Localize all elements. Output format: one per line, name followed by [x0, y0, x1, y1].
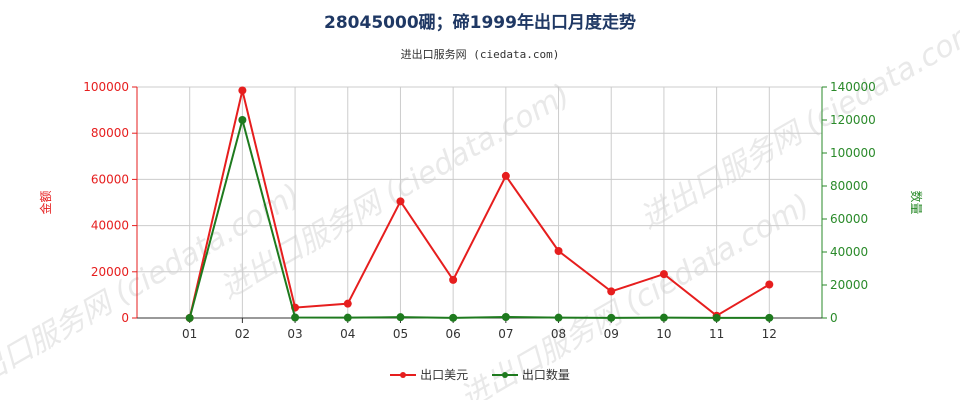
- legend: 出口美元 出口数量: [0, 366, 960, 383]
- x-tick-label: 05: [393, 327, 408, 341]
- data-point-export-qty: [501, 313, 510, 322]
- data-point-export-usd: [659, 270, 668, 279]
- left-tick-label: 60000: [91, 172, 129, 186]
- x-tick-label: 09: [604, 327, 619, 341]
- series-line-export-usd: [188, 90, 770, 319]
- data-point-export-usd: [765, 280, 774, 289]
- x-tick-label: 08: [551, 327, 566, 341]
- x-tick-label: 10: [656, 327, 671, 341]
- x-tick-label: 11: [709, 327, 724, 341]
- data-point-export-usd: [396, 197, 405, 206]
- chart-title: 28045000硼；碲1999年出口月度走势: [324, 13, 636, 33]
- grid-layer: [137, 86, 822, 319]
- x-tick-label: 06: [446, 327, 461, 341]
- left-tick-label: 100000: [83, 80, 129, 94]
- series-line-export-qty: [188, 116, 770, 319]
- right-tick-label: 120000: [830, 113, 876, 127]
- x-tick-label: 12: [762, 327, 777, 341]
- right-tick-label: 60000: [830, 212, 868, 226]
- series-layer: [185, 86, 774, 322]
- right-tick-label: 20000: [830, 278, 868, 292]
- x-tick-label: 07: [498, 327, 513, 341]
- legend-label-export-qty: 出口数量: [521, 368, 570, 382]
- data-point-export-qty: [185, 314, 194, 322]
- x-tick-label: 01: [182, 327, 197, 341]
- data-point-export-qty: [554, 313, 563, 322]
- right-tick-label: 80000: [830, 179, 868, 193]
- left-tick-label: 0: [121, 311, 129, 325]
- watermark-layer: 进出口服务网 (ciedata.com)进出口服务网 (ciedata.com)…: [0, 7, 960, 400]
- data-point-export-qty: [765, 313, 774, 322]
- data-point-export-qty: [712, 313, 721, 322]
- data-point-export-qty: [396, 313, 405, 322]
- data-point-export-usd: [343, 299, 352, 308]
- left-axis-title: 金额: [38, 190, 53, 214]
- legend-label-export-usd: 出口美元: [420, 368, 469, 382]
- right-axis-title: 数量: [909, 190, 924, 214]
- chart-subtitle: 进出口服务网 (ciedata.com): [400, 48, 560, 61]
- data-point-export-usd: [238, 86, 247, 95]
- axes-layer: 0 20000 40000 60000 80000 100000 0 20000 40000 60…: [38, 80, 924, 341]
- right-tick-label: 0: [830, 311, 838, 325]
- data-point-export-qty: [291, 313, 300, 322]
- data-point-export-qty: [343, 313, 352, 322]
- right-tick-label: 100000: [830, 146, 876, 160]
- data-point-export-usd: [501, 171, 510, 180]
- x-tick-label: 02: [235, 327, 250, 341]
- left-tick-label: 40000: [91, 219, 129, 233]
- data-point-export-qty: [449, 313, 458, 322]
- data-point-export-qty: [659, 313, 668, 322]
- data-point-export-qty: [238, 116, 247, 124]
- legend-item-export-qty[interactable]: 出口数量: [491, 366, 570, 383]
- data-point-export-usd: [607, 287, 616, 296]
- right-tick-label: 40000: [830, 245, 868, 259]
- data-point-export-usd: [449, 275, 458, 284]
- x-tick-label: 04: [340, 327, 355, 341]
- legend-swatch-export-usd: [390, 370, 417, 380]
- data-point-export-qty: [607, 313, 616, 322]
- left-tick-label: 20000: [91, 265, 129, 279]
- x-tick-label: 03: [287, 327, 302, 341]
- left-tick-label: 80000: [91, 126, 129, 140]
- data-point-export-usd: [554, 247, 563, 256]
- right-tick-label: 140000: [830, 80, 876, 94]
- legend-item-export-usd[interactable]: 出口美元: [390, 366, 468, 383]
- legend-swatch-export-qty: [491, 370, 518, 380]
